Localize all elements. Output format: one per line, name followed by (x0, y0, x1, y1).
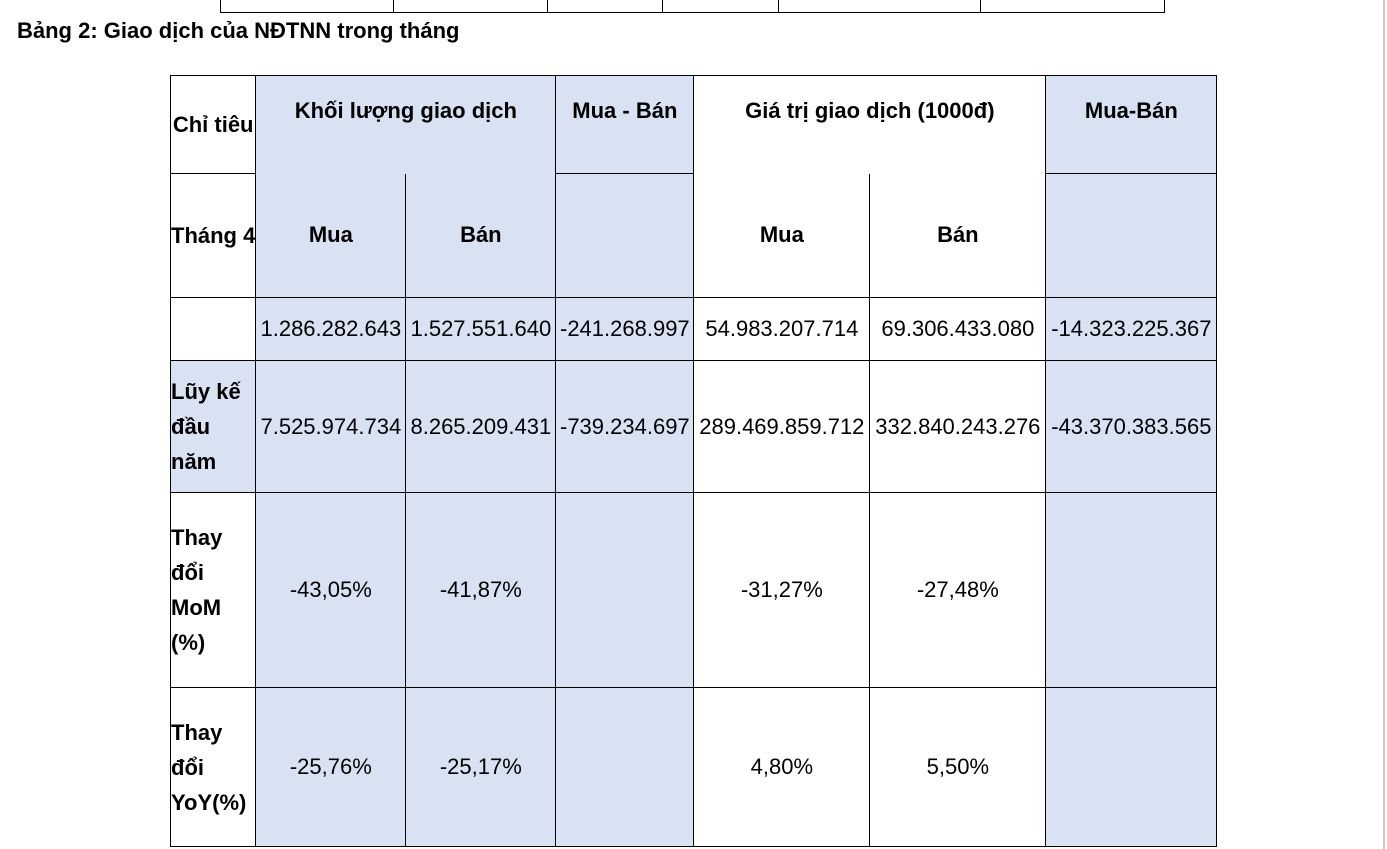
cell: 289.469.859.712 (693, 360, 871, 493)
cell: 7.525.974.734 (255, 360, 407, 493)
cell: -41,87% (405, 492, 557, 688)
row-label: Thay đổi YoY(%) (169, 687, 257, 847)
cell: -43,05% (255, 492, 407, 688)
header-cell: Bán (869, 173, 1047, 298)
cell: 332.840.243.276 (869, 360, 1047, 493)
empty-cell (555, 173, 695, 298)
header-cell: Mua (255, 173, 407, 298)
cell: -31,27% (693, 492, 871, 688)
cell: 5,50% (869, 687, 1047, 847)
header-cell: Mua (693, 173, 871, 298)
row-label: Thay đổi MoM (%) (169, 492, 257, 688)
cell: -43.370.383.565 (1045, 360, 1218, 493)
cell: 54.983.207.714 (693, 297, 871, 361)
cell: -25,17% (405, 687, 557, 847)
cell: 1.527.551.640 (405, 297, 557, 361)
cell: 69.306.433.080 (869, 297, 1047, 361)
header-cell: Mua - Bán (555, 75, 695, 174)
cell: 4,80% (693, 687, 871, 847)
cell: -739.234.697 (555, 360, 695, 493)
empty-cell (169, 297, 257, 361)
cell: -25,76% (255, 687, 407, 847)
empty-cell (555, 687, 695, 847)
row-label: Lũy kế đầu năm (169, 360, 257, 493)
cell: -241.268.997 (555, 297, 695, 361)
header-cell: Giá trị giao dịch (1000đ) (693, 75, 1047, 174)
header-cell: Khối lượng giao dịch (255, 75, 557, 174)
table-caption: Bảng 2: Giao dịch của NĐTNN trong tháng (17, 18, 460, 43)
header-cell: Tháng 4 (169, 173, 257, 298)
empty-cell (555, 492, 695, 688)
cell: 1.286.282.643 (255, 297, 407, 361)
cell: -14.323.225.367 (1045, 297, 1218, 361)
header-cell: Chỉ tiêu (169, 75, 257, 174)
previous-table-edge (220, 0, 1165, 13)
empty-cell (1045, 173, 1218, 298)
cell: 8.265.209.431 (405, 360, 557, 493)
empty-cell (1045, 687, 1218, 847)
foreign-trading-table: Chỉ tiêu Khối lượng giao dịch Mua - Bán … (169, 75, 1218, 847)
empty-cell (1045, 492, 1218, 688)
header-cell: Mua-Bán (1045, 75, 1218, 174)
scrollbar-edge (1383, 0, 1385, 849)
cell: -27,48% (869, 492, 1047, 688)
header-cell: Bán (405, 173, 557, 298)
